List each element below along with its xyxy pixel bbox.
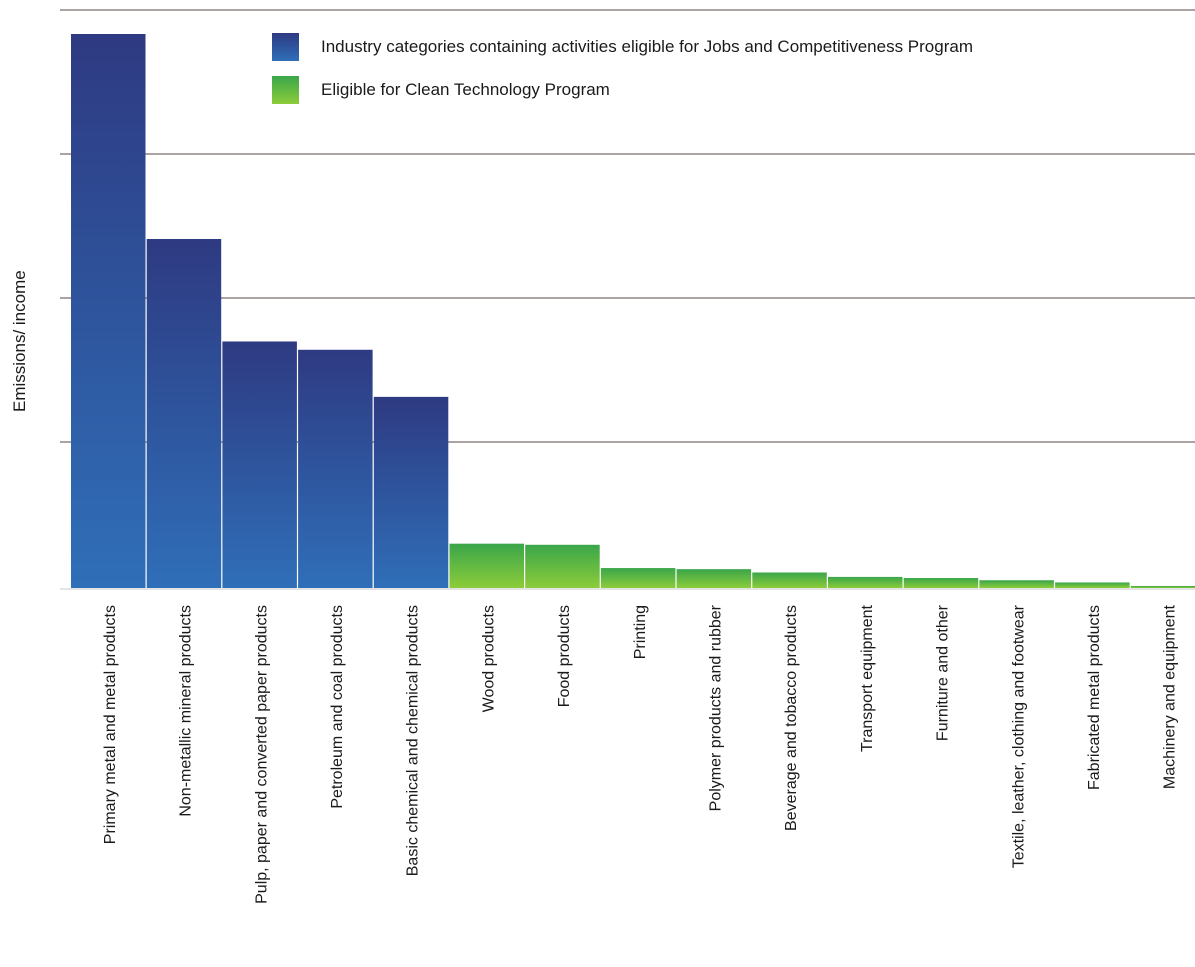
bar-2 [146,238,222,589]
x-tick-label: Pulp, paper and converted paper products [253,605,270,904]
x-tick-label: Beverage and tobacco products [783,605,800,831]
bar-4 [298,349,373,588]
bar-7 [525,544,600,588]
x-tick-label: Food products [556,605,573,707]
x-tick-label: Non-metallic mineral products [178,605,195,817]
bar-3 [222,341,297,588]
bar-9 [676,569,752,588]
x-tick-label: Primary metal and metal products [102,605,119,844]
bar-1 [71,34,146,588]
x-tick-label: Textile, leather, clothing and footwear [1010,604,1027,868]
x-tick-label: Petroleum and coal products [329,605,346,809]
bar-14 [1055,582,1130,588]
x-tick-label: Furniture and other [935,604,952,741]
bar-10 [752,572,827,588]
x-tick-label: Polymer products and rubber [707,604,724,811]
legend-label-jobs: Industry categories containing activitie… [321,37,973,56]
x-tick-label: Wood products [480,605,497,712]
bar-12 [903,578,979,588]
x-tick-label: Machinery and equipment [1162,604,1179,789]
x-tick-label: Printing [632,605,649,659]
bar-5 [373,396,449,588]
bar-8 [600,568,676,588]
legend-swatch-clean [272,76,299,104]
legend-swatch-jobs [272,33,299,61]
x-tick-label: Basic chemical and chemical products [405,605,422,876]
bar-6 [449,543,524,588]
x-tick-label: Fabricated metal products [1086,605,1103,790]
category-labels: Primary metal and metal products Non-meta… [102,604,1179,904]
x-tick-label: Transport equipment [859,604,876,752]
bar-11 [828,576,903,588]
y-axis-label: Emissions/ income [10,270,29,412]
bars [71,34,1195,589]
legend-label-clean: Eligible for Clean Technology Program [321,80,610,99]
bar-13 [979,580,1054,588]
bar-15 [1130,586,1195,588]
